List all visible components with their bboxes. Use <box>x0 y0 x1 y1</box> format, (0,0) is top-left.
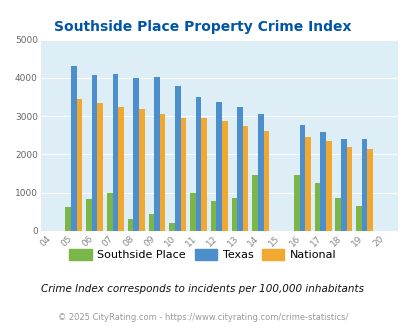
Bar <box>169 222 175 231</box>
Bar <box>112 74 118 231</box>
Bar <box>210 201 216 231</box>
Bar <box>335 198 340 231</box>
Bar <box>314 183 320 231</box>
Bar <box>97 103 103 231</box>
Bar <box>355 206 361 231</box>
Bar <box>86 199 92 231</box>
Bar <box>320 132 325 231</box>
Bar <box>325 142 331 231</box>
Bar <box>263 131 269 231</box>
Bar <box>242 126 248 231</box>
Bar <box>154 77 159 231</box>
Bar <box>128 219 133 231</box>
Bar <box>77 99 82 231</box>
Bar <box>293 176 299 231</box>
Text: Southside Place Property Crime Index: Southside Place Property Crime Index <box>54 20 351 34</box>
Bar <box>92 75 97 231</box>
Bar <box>340 139 346 231</box>
Bar <box>252 176 257 231</box>
Bar <box>237 107 242 231</box>
Text: Crime Index corresponds to incidents per 100,000 inhabitants: Crime Index corresponds to incidents per… <box>41 284 364 294</box>
Bar <box>159 114 165 231</box>
Bar <box>257 114 263 231</box>
Bar <box>190 193 195 231</box>
Bar <box>107 193 112 231</box>
Bar <box>222 121 227 231</box>
Bar <box>201 118 207 231</box>
Bar <box>231 198 237 231</box>
Bar <box>216 102 222 231</box>
Bar <box>195 97 201 231</box>
Bar <box>305 137 310 231</box>
Legend: Southside Place, Texas, National: Southside Place, Texas, National <box>65 245 340 265</box>
Bar <box>71 66 77 231</box>
Bar <box>118 107 124 231</box>
Bar <box>139 109 144 231</box>
Bar <box>361 139 367 231</box>
Bar <box>65 207 71 231</box>
Bar <box>346 147 352 231</box>
Bar <box>299 125 305 231</box>
Bar <box>148 214 154 231</box>
Bar <box>180 118 185 231</box>
Bar <box>133 78 139 231</box>
Bar <box>175 85 180 231</box>
Bar <box>367 149 372 231</box>
Text: © 2025 CityRating.com - https://www.cityrating.com/crime-statistics/: © 2025 CityRating.com - https://www.city… <box>58 313 347 322</box>
